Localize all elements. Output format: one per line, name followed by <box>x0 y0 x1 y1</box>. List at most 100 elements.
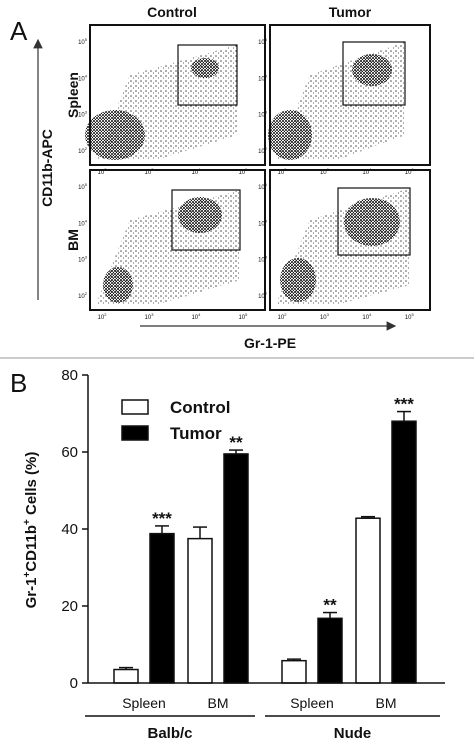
flow-y-tick: 104 <box>258 73 268 82</box>
flow-x-tick: 105 <box>238 167 248 176</box>
error-bar <box>193 526 207 539</box>
error-bar <box>229 449 243 454</box>
flow-y-tick: 102 <box>78 291 88 300</box>
tick-base: 10 <box>278 170 285 176</box>
tick-exp: 4 <box>198 312 201 317</box>
flow-x-tick: 102 <box>278 167 288 176</box>
tick-base: 10 <box>78 149 85 155</box>
significance: *** <box>152 509 172 528</box>
error-bar <box>155 525 169 534</box>
tick-base: 10 <box>78 221 85 227</box>
tick-base: 10 <box>405 170 412 176</box>
x-axis-label: Gr-1-PE <box>244 335 296 351</box>
x-tick-label: Spleen <box>290 695 334 711</box>
tick-exp: 2 <box>85 146 88 151</box>
tick-base: 10 <box>258 76 265 82</box>
error-bar <box>323 611 337 619</box>
tick-exp: 4 <box>265 73 268 78</box>
flow-x-tick: 105 <box>405 167 415 176</box>
tick-exp: 5 <box>265 37 268 42</box>
tick-base: 10 <box>258 149 265 155</box>
x-tick-label: BM <box>208 695 229 711</box>
tick-exp: 5 <box>245 312 248 317</box>
superscript: + <box>22 572 33 578</box>
dense-cluster <box>178 197 222 233</box>
group-label: Balb/c <box>147 725 192 742</box>
row-label: BM <box>65 229 81 251</box>
tick-exp: 5 <box>265 182 268 187</box>
y-tick-label: 80 <box>61 367 78 384</box>
gate <box>177 44 238 106</box>
tick-exp: 2 <box>104 312 107 317</box>
error-bar <box>119 666 133 670</box>
gate <box>171 189 241 251</box>
dense-cluster <box>280 258 316 302</box>
significance: *** <box>394 395 414 414</box>
tick-exp: 5 <box>411 312 414 317</box>
flow-y-tick: 103 <box>78 255 88 264</box>
tick-base: 10 <box>258 185 265 191</box>
error-bar <box>287 658 301 661</box>
tick-base: 10 <box>191 170 198 176</box>
plot-frame <box>269 169 431 311</box>
tick-exp: 4 <box>265 218 268 223</box>
dense-cluster <box>344 198 400 246</box>
dense-cluster <box>352 54 392 86</box>
tick-base: 10 <box>191 315 198 321</box>
tick-exp: 5 <box>85 182 88 187</box>
label-part: Cells (%) <box>23 452 40 520</box>
flow-y-tick: 104 <box>258 218 268 227</box>
flow-y-tick: 102 <box>78 146 88 155</box>
group-label: Nude <box>334 725 372 742</box>
flow-y-tick: 105 <box>258 37 268 46</box>
tick-base: 10 <box>145 315 152 321</box>
flow-y-tick: 105 <box>78 182 88 191</box>
tick-base: 10 <box>405 315 412 321</box>
x-tick-label: BM <box>376 695 397 711</box>
tick-base: 10 <box>98 170 105 176</box>
panel-label: A <box>10 16 28 46</box>
tick-base: 10 <box>238 170 245 176</box>
significance: ** <box>229 433 243 452</box>
gate <box>342 41 406 106</box>
tick-base: 10 <box>362 315 369 321</box>
tick-base: 10 <box>278 315 285 321</box>
flow-y-tick: 104 <box>78 218 88 227</box>
bar <box>391 420 417 684</box>
tick-base: 10 <box>258 221 265 227</box>
label-part: CD11b <box>23 525 40 572</box>
bar <box>355 517 381 684</box>
tick-base: 10 <box>78 258 85 264</box>
significance: ** <box>323 596 337 615</box>
tick-base: 10 <box>78 185 85 191</box>
legend-label: Control <box>170 398 230 417</box>
tick-base: 10 <box>98 315 105 321</box>
flow-x-tick: 104 <box>362 167 372 176</box>
label-part: Gr-1 <box>23 578 40 609</box>
tick-base: 10 <box>320 170 327 176</box>
column-label: Tumor <box>329 4 372 20</box>
flow-y-tick: 102 <box>258 146 268 155</box>
tick-base: 10 <box>258 258 265 264</box>
flow-x-tick: 104 <box>362 312 372 321</box>
dense-cluster <box>103 267 133 303</box>
superscript: + <box>22 519 33 525</box>
dense-cluster <box>191 58 219 78</box>
flow-x-tick: 103 <box>145 167 155 176</box>
gate <box>337 187 411 256</box>
tick-exp: 4 <box>369 312 372 317</box>
tick-base: 10 <box>78 113 85 119</box>
plot-frame <box>269 24 431 166</box>
bar <box>113 668 139 684</box>
y-tick-label: 20 <box>61 598 78 615</box>
x-tick-label: Spleen <box>122 695 166 711</box>
flow-x-tick: 105 <box>238 312 248 321</box>
error-bar <box>397 410 411 422</box>
tick-base: 10 <box>238 315 245 321</box>
tick-exp: 4 <box>85 73 88 78</box>
tick-exp: 3 <box>85 255 88 260</box>
plot-frame <box>89 24 266 166</box>
tick-exp: 5 <box>85 37 88 42</box>
legend-swatch <box>121 425 149 441</box>
